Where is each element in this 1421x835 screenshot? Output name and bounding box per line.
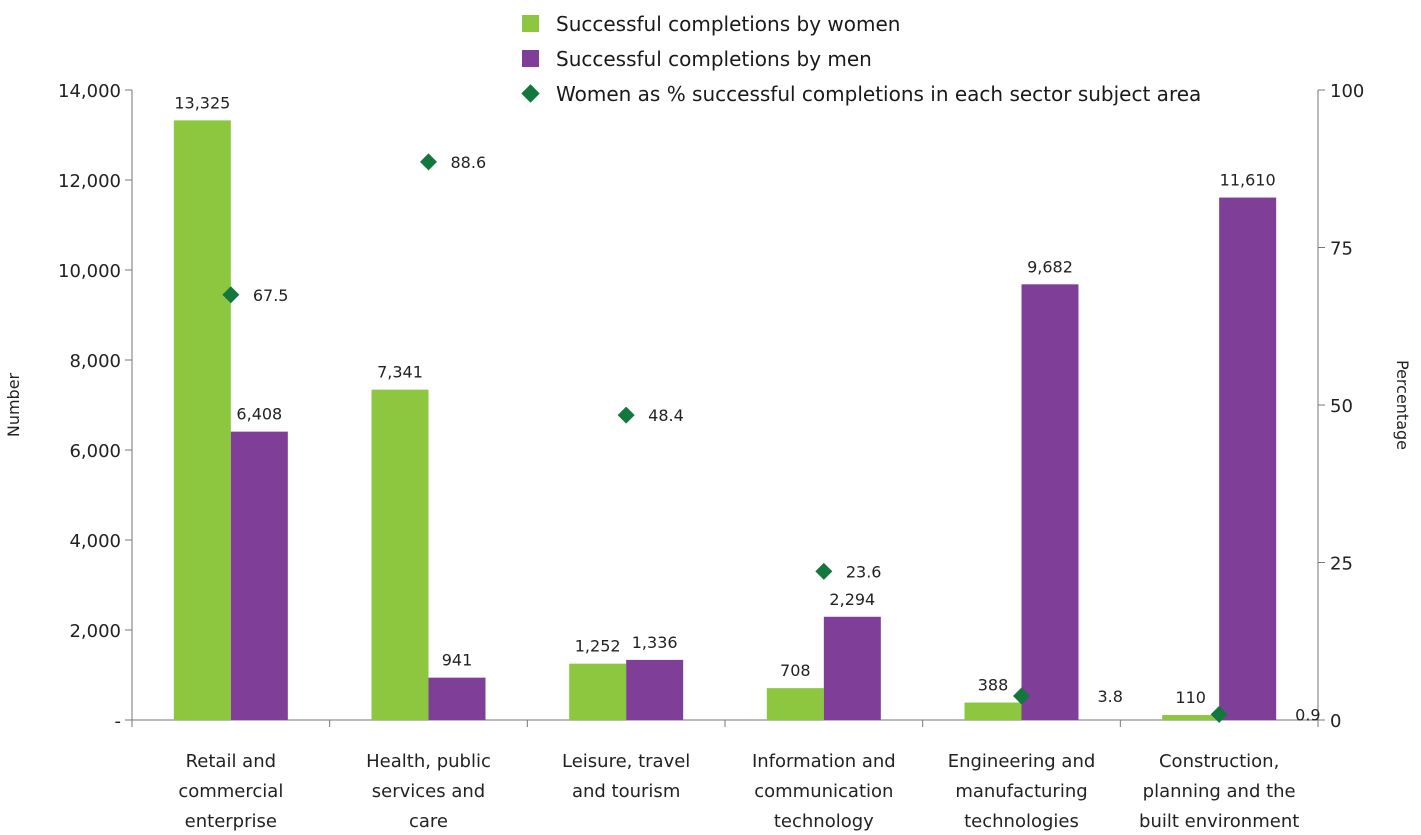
bar-label-men: 9,682 [1027, 257, 1073, 276]
x-tick-label: Information and [752, 751, 896, 772]
bar-men [428, 677, 486, 720]
y-axis-title-right: Percentage [1393, 360, 1412, 450]
x-tick-label: care [409, 811, 448, 832]
y-tick-label-right: 0 [1330, 711, 1341, 732]
x-tick-label: enterprise [185, 811, 277, 832]
bar-men [230, 431, 288, 720]
y-tick-label-right: 100 [1330, 81, 1364, 102]
y-tick-label-left: 14,000 [58, 81, 121, 102]
pct-marker [420, 153, 437, 171]
legend-label-pct: Women as % successful completions in eac… [556, 81, 1202, 106]
x-tick-label: manufacturing [955, 781, 1087, 802]
bar-men [1219, 197, 1277, 721]
legend-swatch-men [522, 50, 539, 67]
bar-women [964, 702, 1022, 720]
x-tick-label: technology [774, 811, 874, 832]
pct-label: 3.8 [1098, 687, 1123, 706]
y-tick-label-left: 6,000 [69, 441, 121, 462]
legend-item-men: Successful completions by men [522, 41, 1201, 76]
pct-label: 67.5 [253, 286, 289, 305]
y-tick-label-right: 50 [1330, 396, 1353, 417]
legend-item-women: Successful completions by women [522, 6, 1201, 41]
y-axis-title-left: Number [4, 372, 23, 437]
bar-label-women: 388 [978, 676, 1009, 695]
bar-label-women: 7,341 [377, 363, 423, 382]
x-tick-label: Construction, [1159, 751, 1279, 772]
bar-women [1162, 715, 1220, 720]
x-tick-label: Engineering and [948, 751, 1096, 772]
pct-marker [222, 286, 240, 304]
y-tick-label-left: - [115, 711, 122, 732]
y-tick-label-left: 12,000 [58, 171, 121, 192]
pct-label: 48.4 [648, 406, 684, 425]
x-tick-label: commercial [178, 781, 283, 802]
bar-label-men: 1,336 [632, 633, 678, 652]
x-tick-label: planning and the [1143, 781, 1296, 802]
x-tick-label: Leisure, travel [562, 751, 690, 772]
bar-label-men: 941 [442, 651, 473, 670]
y-tick-label-left: 2,000 [69, 621, 121, 642]
y-tick-label-left: 8,000 [69, 351, 121, 372]
x-tick-label: communication [754, 781, 893, 802]
pct-marker [815, 562, 833, 580]
legend-label-men: Successful completions by men [556, 46, 872, 71]
x-tick-label: and tourism [572, 781, 680, 802]
bar-women [569, 663, 627, 720]
bar-label-men: 11,610 [1220, 171, 1276, 190]
bar-women [371, 389, 429, 720]
bar-label-women: 13,325 [174, 93, 230, 112]
pct-marker [1210, 705, 1228, 723]
x-tick-label: Health, public [366, 751, 491, 772]
legend: Successful completions by women Successf… [521, 6, 1202, 111]
x-tick-label: Retail and [186, 751, 276, 772]
bar-label-women: 110 [1175, 688, 1206, 707]
legend-label-women: Successful completions by women [556, 11, 901, 36]
pct-marker [617, 406, 635, 424]
bar-men [1021, 284, 1079, 720]
legend-marker-pct [521, 84, 540, 103]
bar-label-men: 6,408 [236, 405, 282, 424]
x-tick-label: technologies [964, 811, 1079, 832]
legend-swatch-women [522, 15, 539, 32]
y-tick-label-left: 10,000 [58, 261, 121, 282]
bar-label-men: 2,294 [829, 590, 875, 609]
bar-women [173, 120, 231, 720]
pct-marker [1013, 687, 1030, 705]
x-tick-label: services and [372, 781, 485, 802]
pct-label: 23.6 [846, 562, 882, 581]
bar-men [626, 659, 684, 720]
bar-men [823, 616, 881, 720]
bar-label-women: 1,252 [575, 637, 621, 656]
bar-women [766, 688, 824, 720]
y-tick-label-left: 4,000 [69, 531, 121, 552]
x-tick-label: built environment [1139, 811, 1299, 832]
legend-item-pct: Women as % successful completions in eac… [521, 76, 1202, 111]
y-tick-label-right: 25 [1330, 554, 1353, 575]
y-tick-label-right: 75 [1330, 239, 1353, 260]
bar-label-women: 708 [780, 661, 811, 680]
pct-label: 88.6 [451, 153, 487, 172]
pct-label: 0.9 [1295, 705, 1320, 724]
